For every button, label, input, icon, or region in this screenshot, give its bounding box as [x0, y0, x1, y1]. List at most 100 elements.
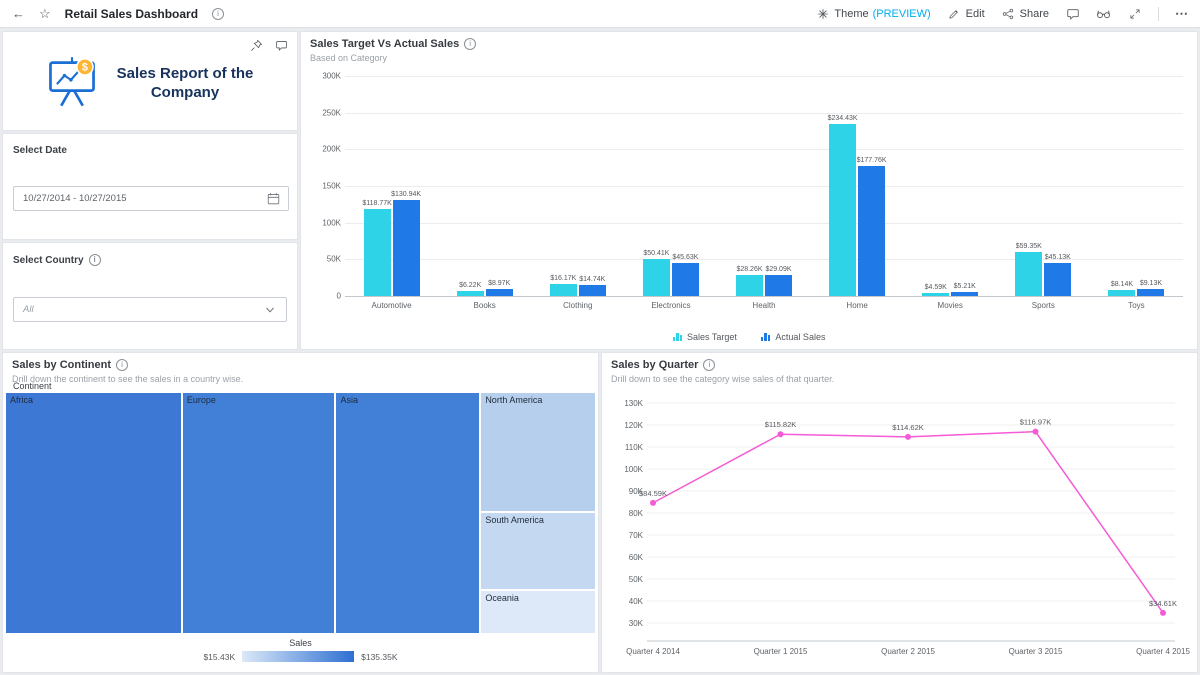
bar-value-label: $29.09K — [765, 265, 792, 273]
pin-icon[interactable] — [249, 38, 264, 53]
bar-group[interactable]: $8.14K $9.13K — [1090, 76, 1183, 296]
chart-info-icon[interactable]: i — [464, 38, 477, 50]
y-axis-tick-label: 40K — [629, 597, 644, 606]
point-value-label: $116.97K — [1020, 418, 1052, 427]
treemap-column: Africa — [6, 393, 181, 633]
bar-group[interactable]: $28.26K $29.09K — [717, 76, 810, 296]
chart-info-icon[interactable]: i — [703, 359, 716, 371]
treemap-tile-europe[interactable]: Europe — [182, 393, 335, 633]
treemap-tile-north-america[interactable]: North America — [481, 393, 595, 511]
line-point[interactable] — [650, 499, 656, 506]
treemap-tile-africa[interactable]: Africa — [6, 393, 181, 633]
bar[interactable] — [578, 285, 606, 296]
fullscreen-icon[interactable] — [1127, 6, 1142, 21]
bar-value-label: $45.63K — [672, 253, 699, 261]
edit-button[interactable]: Edit — [947, 6, 985, 21]
calendar-icon[interactable] — [267, 192, 280, 210]
topbar-right: Theme (PREVIEW) Edit Share — [815, 6, 1188, 21]
bar[interactable] — [735, 275, 763, 296]
favorite-star-icon[interactable]: ☆ — [39, 6, 51, 21]
legend-item[interactable]: Actual Sales — [760, 332, 825, 342]
bar[interactable] — [858, 165, 886, 296]
line-point[interactable] — [1032, 428, 1039, 435]
comment-icon[interactable] — [1065, 6, 1080, 21]
bar[interactable] — [1044, 262, 1072, 296]
bar-column: $50.41K — [642, 76, 670, 296]
treemap-tile-oceania[interactable]: Oceania — [481, 590, 595, 633]
chart-title: Sales Target Vs Actual Sales — [310, 38, 460, 50]
bar-value-label: $8.14K — [1110, 281, 1134, 289]
x-axis-label: Sports — [1031, 301, 1055, 310]
bar[interactable] — [1015, 252, 1043, 296]
legend-item[interactable]: Sales Target — [672, 332, 737, 342]
y-axis-tick-label: 100K — [322, 218, 341, 228]
y-axis-tick-label: 100K — [624, 465, 643, 474]
back-icon[interactable]: ← — [12, 6, 25, 21]
bar[interactable] — [951, 292, 979, 296]
x-axis-label: Books — [473, 301, 496, 310]
bar[interactable] — [764, 274, 792, 296]
bar-group[interactable]: $50.41K $45.63K — [624, 76, 717, 296]
bar-group[interactable]: $16.17K $14.74K — [531, 76, 624, 296]
treemap-tile-south-america[interactable]: South America — [481, 513, 595, 589]
theme-label: Theme — [834, 7, 869, 20]
bar-value-label: $16.17K — [550, 275, 577, 283]
comment-icon[interactable] — [274, 38, 289, 53]
bar-group[interactable]: $234.43K $177.76K — [811, 76, 904, 296]
glasses-icon[interactable] — [1096, 6, 1111, 21]
bar-gridline — [345, 76, 1183, 77]
select-country-label-text: Select Country — [13, 254, 84, 266]
y-axis-tick-label: 130K — [624, 399, 643, 408]
bar[interactable] — [671, 262, 699, 296]
treemap-column: North America South America Oceania — [481, 393, 595, 633]
bar[interactable] — [485, 289, 513, 296]
country-info-icon[interactable]: i — [88, 254, 101, 266]
chart-info-icon[interactable]: i — [116, 359, 129, 371]
bar[interactable] — [363, 208, 391, 296]
bar-group[interactable]: $59.35K $45.13K — [997, 76, 1090, 296]
bar[interactable] — [1108, 290, 1136, 296]
bar-group[interactable]: $6.22K $8.97K — [438, 76, 531, 296]
bar[interactable] — [392, 199, 420, 296]
share-button[interactable]: Share — [1001, 6, 1049, 21]
bar[interactable] — [549, 284, 577, 296]
bar-value-label: $6.22K — [459, 282, 482, 290]
select-date-card: Select Date — [2, 133, 298, 240]
bar-column: $45.13K — [1044, 76, 1072, 296]
treemap-tile-asia[interactable]: Asia — [336, 393, 480, 633]
bar[interactable] — [456, 291, 484, 296]
legend-max-label: $135.35K — [361, 651, 398, 662]
line-point[interactable] — [777, 431, 784, 438]
bar-value-label: $177.76K — [856, 156, 887, 164]
bar-column: $59.35K — [1015, 76, 1043, 296]
more-options-icon[interactable]: ⋯ — [1175, 6, 1188, 21]
bar[interactable] — [1137, 289, 1165, 296]
dashboard-info-icon[interactable]: i — [212, 7, 225, 20]
bar-value-label: $50.41K — [643, 250, 670, 258]
y-axis-tick-label: 50K — [629, 575, 644, 584]
theme-button[interactable]: Theme (PREVIEW) — [815, 6, 931, 21]
point-value-label: $115.82K — [765, 420, 797, 429]
line-point[interactable] — [1160, 609, 1166, 616]
date-range-input[interactable] — [13, 186, 289, 211]
chart-subtitle: Based on Category — [310, 53, 388, 63]
treemap-tile-label: Europe — [186, 395, 216, 405]
bar-column: $234.43K — [828, 76, 858, 296]
bar[interactable] — [922, 292, 950, 296]
x-axis-label: Home — [846, 301, 868, 310]
legend-bars-icon — [672, 333, 683, 341]
bar-column: $28.26K — [735, 76, 763, 296]
legend-bar — [676, 333, 679, 341]
topbar: ← ☆ Retail Sales Dashboard i Theme (PREV… — [0, 0, 1200, 28]
bar[interactable] — [642, 259, 670, 296]
bar[interactable] — [829, 124, 857, 296]
country-dropdown[interactable]: All — [13, 297, 287, 322]
card-header: Sales by Continent i — [3, 353, 598, 371]
point-value-label: $114.62K — [892, 423, 924, 432]
bar-group[interactable]: $4.59K $5.21K — [904, 76, 997, 296]
line-point[interactable] — [905, 433, 911, 440]
bar-column: $4.59K — [922, 76, 950, 296]
bar-value-label: $8.97K — [488, 280, 511, 288]
x-axis-label: Clothing — [563, 301, 593, 310]
bar-group[interactable]: $118.77K $130.94K — [345, 76, 438, 296]
